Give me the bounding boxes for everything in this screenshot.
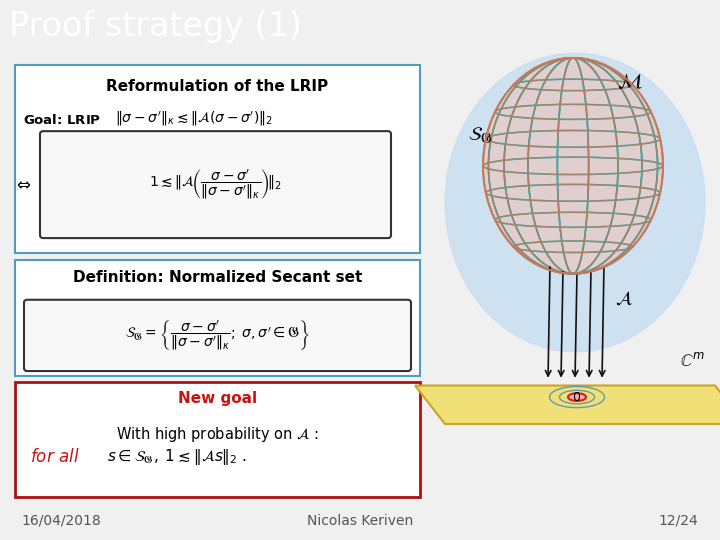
Ellipse shape xyxy=(483,58,663,274)
Text: 16/04/2018: 16/04/2018 xyxy=(22,514,102,528)
Text: Goal: $\mathbf{LRIP}$: Goal: $\mathbf{LRIP}$ xyxy=(23,113,102,127)
Polygon shape xyxy=(415,386,720,424)
Text: $\mathcal{A}$: $\mathcal{A}$ xyxy=(615,289,633,308)
Text: 12/24: 12/24 xyxy=(659,514,698,528)
Text: $0$: $0$ xyxy=(572,390,582,403)
Text: $\mathcal{S}_\mathfrak{G} = \left\{ \dfrac{\sigma-\sigma'}{\|\sigma-\sigma'\|_\k: $\mathcal{S}_\mathfrak{G} = \left\{ \dfr… xyxy=(125,318,310,353)
Text: $\mathit{for\ all}$: $\mathit{for\ all}$ xyxy=(30,448,80,466)
Text: Definition: Normalized Secant set: Definition: Normalized Secant set xyxy=(73,270,362,285)
Text: $\mathcal{S}_\mathfrak{G}$: $\mathcal{S}_\mathfrak{G}$ xyxy=(468,125,492,146)
Ellipse shape xyxy=(445,53,705,352)
Text: $\mathcal{M}$: $\mathcal{M}$ xyxy=(617,72,642,92)
Text: $\Leftrightarrow$: $\Leftrightarrow$ xyxy=(13,176,31,194)
FancyBboxPatch shape xyxy=(15,382,420,497)
FancyBboxPatch shape xyxy=(24,300,411,371)
Text: Proof strategy (1): Proof strategy (1) xyxy=(9,10,302,43)
Text: With high probability on $\mathcal{A}$ :: With high probability on $\mathcal{A}$ : xyxy=(116,425,319,444)
Text: Nicolas Keriven: Nicolas Keriven xyxy=(307,514,413,528)
FancyBboxPatch shape xyxy=(15,65,420,253)
Text: New goal: New goal xyxy=(178,392,257,406)
FancyBboxPatch shape xyxy=(15,260,420,376)
Ellipse shape xyxy=(568,393,586,401)
Text: $1 \lesssim \|\mathcal{A}\!\left(\dfrac{\sigma-\sigma'}{\|\sigma-\sigma'\|_\kapp: $1 \lesssim \|\mathcal{A}\!\left(\dfrac{… xyxy=(149,167,282,202)
Text: Reformulation of the LRIP: Reformulation of the LRIP xyxy=(107,79,328,94)
Text: $\mathbb{C}^m$: $\mathbb{C}^m$ xyxy=(680,352,706,370)
FancyBboxPatch shape xyxy=(40,131,391,238)
Text: $\|\sigma - \sigma'\|_\kappa \lesssim \|\mathcal{A}(\sigma - \sigma')\|_2$: $\|\sigma - \sigma'\|_\kappa \lesssim \|… xyxy=(115,110,273,128)
Text: $s \in \mathcal{S}_\mathfrak{G},\; 1 \lesssim \|\mathcal{A}s\|_2\;.$: $s \in \mathcal{S}_\mathfrak{G},\; 1 \le… xyxy=(107,447,246,467)
